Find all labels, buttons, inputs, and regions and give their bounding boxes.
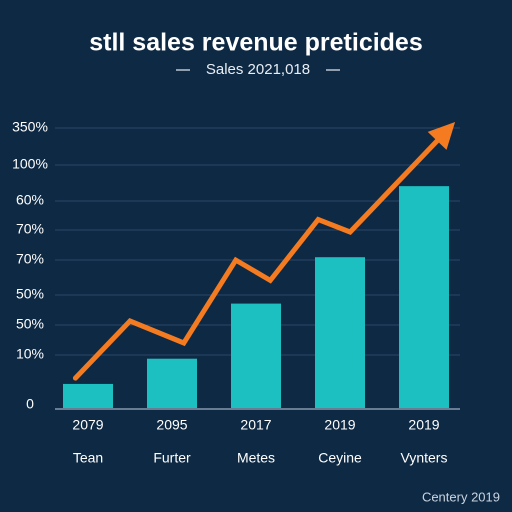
chart-title: stll sales revenue preticides [89, 29, 423, 57]
trend-line [72, 138, 440, 381]
x-tick-label: 2017 [240, 417, 271, 433]
y-axis-label: 70% [16, 251, 44, 267]
category-name: Furter [153, 450, 191, 466]
bar [315, 257, 365, 408]
category-name: Tean [73, 450, 103, 466]
y-axis-label: 50% [16, 286, 44, 302]
chart-subtitle: Sales 2021,018 [206, 61, 310, 78]
bar [231, 303, 281, 408]
x-tick-label: 2019 [324, 417, 355, 433]
bar [63, 383, 113, 408]
x-tick-label: 2079 [72, 417, 103, 433]
x-tick-label: 2019 [408, 417, 439, 433]
bar [147, 358, 197, 408]
y-axis-label: 60% [16, 192, 44, 208]
y-axis-label: 70% [16, 221, 44, 237]
y-axis-label: 10% [16, 346, 44, 362]
y-axis-label: 0 [26, 396, 34, 412]
y-axis-label: 100% [12, 156, 48, 172]
y-axis-label: 50% [16, 316, 44, 332]
y-axis-label: 350% [12, 119, 48, 135]
category-name: Metes [237, 450, 275, 466]
category-name: Vynters [401, 450, 448, 466]
footer: Centery 2019 [422, 489, 500, 504]
bar [399, 186, 449, 408]
category-name: Ceyine [318, 450, 362, 466]
trend-arrowhead [427, 122, 456, 150]
x-tick-label: 2095 [156, 417, 187, 433]
